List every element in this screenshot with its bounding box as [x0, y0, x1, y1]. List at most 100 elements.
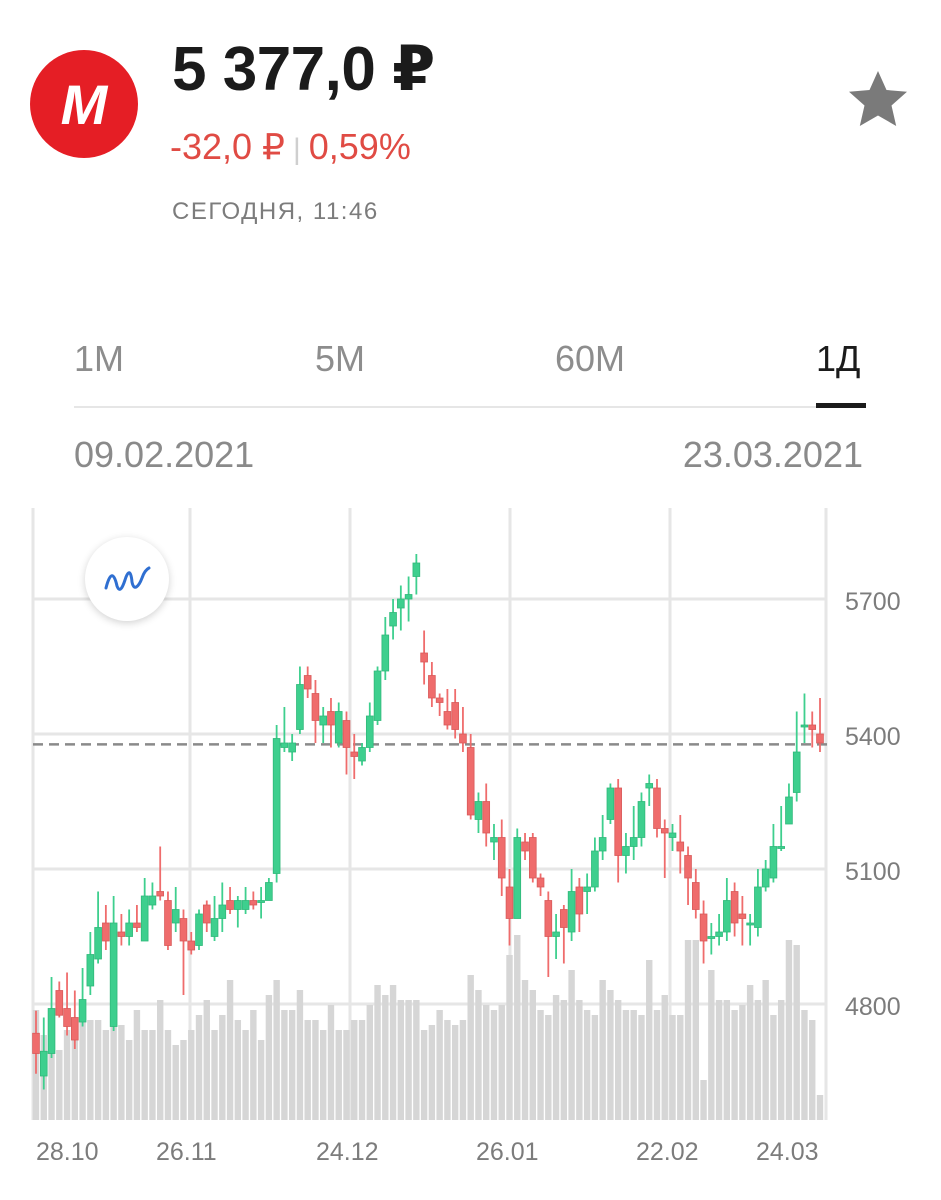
volume-bar — [102, 1030, 110, 1120]
volume-bar — [87, 1020, 94, 1120]
volume-bar — [389, 985, 397, 1120]
range-end-date[interactable]: 23.03.2021 — [682, 434, 863, 475]
volume-bar — [250, 1010, 257, 1120]
y-tick-label: 5700 — [845, 588, 901, 616]
volume-bar — [731, 1010, 738, 1120]
candle-body — [47, 1008, 56, 1054]
tab-60m[interactable]: 60M — [555, 338, 626, 379]
candle-body — [86, 954, 95, 987]
candle-body — [373, 670, 382, 721]
volume-bar — [638, 1015, 645, 1120]
candle-body — [614, 787, 622, 856]
candle-body — [699, 913, 708, 942]
candle-body — [637, 801, 646, 838]
volume-bar — [483, 1005, 490, 1120]
candle-body — [389, 612, 397, 627]
candle-body — [692, 882, 700, 910]
candle-body — [746, 922, 754, 926]
candlestick-chart[interactable]: 5700 5400 5100 4800 28.10 26.11 24.12 26.01 22.0… — [0, 500, 941, 1200]
volume-bar — [397, 1000, 405, 1120]
candle-body — [78, 999, 87, 1023]
volume-bar — [793, 945, 800, 1120]
volume-bar — [521, 980, 529, 1120]
candle-body — [55, 990, 64, 1016]
candle-body — [816, 733, 824, 744]
candle-body — [404, 594, 413, 600]
candle-body — [723, 900, 731, 933]
volume-bar — [560, 1000, 568, 1120]
range-start-date[interactable]: 09.02.2021 — [74, 434, 255, 475]
candle-body — [342, 720, 351, 748]
volume-bar — [48, 1045, 55, 1120]
candle-body — [71, 1017, 79, 1041]
candle-body — [435, 697, 444, 703]
volume-bar — [591, 1015, 599, 1120]
price-change-percent: 0,59% — [308, 126, 411, 167]
volume-bar — [777, 1000, 785, 1120]
volume-bar — [622, 1010, 630, 1120]
volume-bar — [700, 1080, 707, 1120]
volume-bar — [335, 1030, 342, 1120]
candle-body — [257, 900, 265, 903]
tab-1m[interactable]: 1M — [74, 338, 125, 379]
volume-bar — [739, 1005, 746, 1120]
candle-body — [707, 936, 716, 939]
volume-bar — [71, 1025, 79, 1120]
candle-body — [94, 927, 102, 960]
candle-body — [249, 900, 258, 906]
candle-body — [303, 675, 312, 690]
volume-bar — [320, 1030, 327, 1120]
volume-bar — [118, 1025, 125, 1120]
volume-bar — [770, 1015, 777, 1120]
active-tab-indicator — [816, 403, 866, 408]
candle-body — [179, 918, 188, 942]
candle-body — [497, 837, 506, 879]
candle-body — [311, 693, 320, 721]
volume-bar — [467, 975, 474, 1120]
candle-body — [676, 841, 685, 852]
candle-body — [521, 841, 529, 852]
price-change: -32,0 ₽ | 0,59% — [170, 126, 411, 168]
x-tick-label: 24.03 — [756, 1138, 819, 1166]
volume-bar — [436, 1010, 443, 1120]
candle-body — [334, 711, 343, 744]
volume-bar — [545, 1015, 552, 1120]
volume-bar — [374, 985, 381, 1120]
candle-body — [715, 931, 723, 937]
candle-body — [164, 900, 172, 946]
y-tick-label: 4800 — [845, 993, 901, 1021]
price-change-absolute: -32,0 ₽ — [170, 126, 285, 167]
volume-bar — [715, 1000, 723, 1120]
volume-bar — [110, 995, 117, 1120]
candle-body — [420, 652, 428, 663]
volume-bar — [451, 1025, 459, 1120]
candle-body — [466, 747, 475, 816]
volume-bar — [343, 1030, 350, 1120]
volume-bar — [172, 1045, 179, 1120]
volume-bar — [180, 1040, 187, 1120]
candle-body — [800, 724, 809, 728]
volume-bar — [723, 1000, 731, 1120]
volume-bar — [413, 1000, 420, 1120]
tab-1d[interactable]: 1Д — [816, 338, 861, 379]
volume-bar — [607, 990, 614, 1120]
candle-body — [63, 1008, 71, 1027]
volume-bar — [358, 1020, 366, 1120]
candle-body — [358, 747, 366, 762]
wave-icon[interactable] — [85, 537, 169, 621]
candle-body — [505, 886, 514, 919]
candle-body — [451, 702, 459, 730]
volume-bar — [366, 1005, 373, 1120]
volume-bar — [234, 1020, 242, 1120]
volume-bar — [219, 1015, 226, 1120]
star-icon[interactable] — [846, 68, 910, 132]
price-change-separator: | — [292, 133, 301, 166]
volume-bar — [188, 1030, 195, 1120]
volume-bar — [529, 990, 536, 1120]
candle-body — [591, 850, 599, 888]
candle-body — [265, 882, 273, 901]
price-chart[interactable]: 5700 5400 5100 4800 28.10 26.11 24.12 26.01 22.0… — [0, 500, 941, 1200]
tab-5m[interactable]: 5M — [315, 338, 366, 379]
volume-bar — [211, 1030, 218, 1120]
volume-bar — [405, 1000, 412, 1120]
